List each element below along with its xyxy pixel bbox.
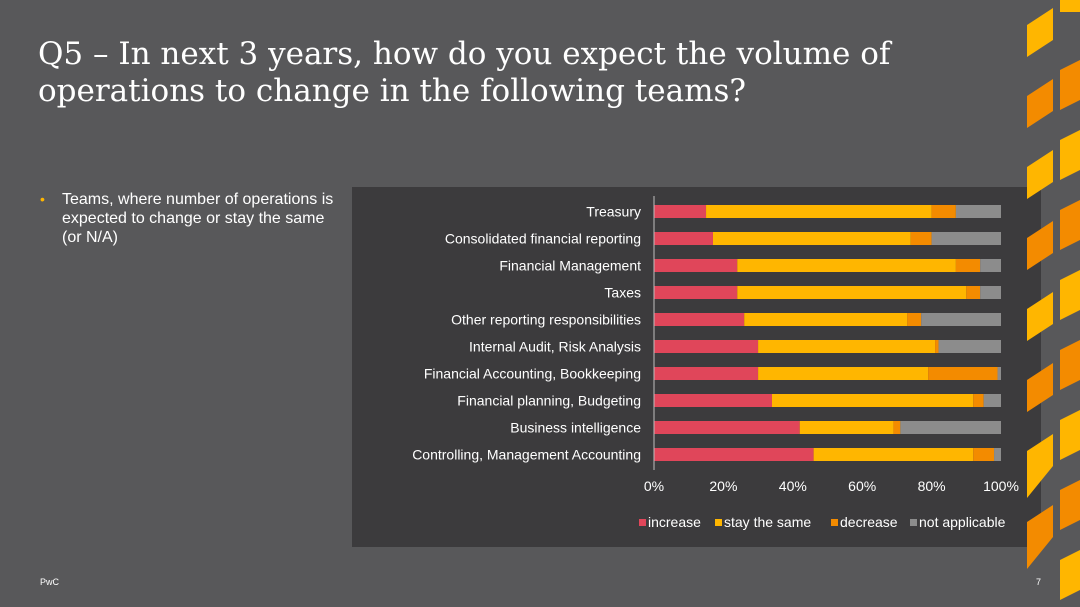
deco-tab-3 (1060, 130, 1080, 180)
deco-chevron-3 (1027, 150, 1053, 199)
deco-tab-5 (1060, 270, 1080, 320)
bar-segment (907, 313, 922, 326)
bar-segment (654, 421, 800, 434)
bar-segment (893, 421, 901, 434)
bar-segment (771, 394, 974, 407)
bar-segment (744, 313, 908, 326)
deco-chevron-8 (1027, 505, 1053, 569)
deco-tab-8 (1060, 480, 1080, 530)
bar-segment (654, 340, 759, 353)
bar-segment (758, 340, 936, 353)
bar-segment (654, 286, 738, 299)
bar-segment (973, 448, 995, 461)
category-label: Financial Accounting, Bookkeeping (424, 366, 641, 382)
bar-segment (980, 259, 1001, 272)
bar-segment (983, 394, 1001, 407)
bar-segment (935, 340, 939, 353)
x-tick-label: 0% (644, 478, 664, 494)
x-tick-label: 80% (918, 478, 946, 494)
bar-segment (654, 448, 814, 461)
x-tick-label: 40% (779, 478, 807, 494)
bar-segment (758, 367, 929, 380)
bar-segment (737, 286, 967, 299)
deco-chevron-1 (1027, 8, 1053, 57)
category-label: Controlling, Management Accounting (412, 447, 641, 463)
bar-segment (955, 259, 981, 272)
x-tick-label: 20% (709, 478, 737, 494)
bar-segment (973, 394, 984, 407)
deco-chevron-4 (1027, 221, 1053, 270)
category-label: Consolidated financial reporting (445, 231, 641, 247)
deco-chevron-2 (1027, 79, 1053, 128)
decorative-shapes (1027, 0, 1080, 600)
bar-segment (706, 205, 932, 218)
legend-label: stay the same (724, 514, 811, 530)
decorative-chevrons (1027, 0, 1080, 600)
bar-segment (928, 367, 998, 380)
bar-segment (997, 367, 1001, 380)
stacked-bar-chart: Treasury Consolidated financial reporting… (412, 196, 1019, 530)
bar-segment (931, 205, 956, 218)
deco-tab-7 (1060, 410, 1080, 460)
bar-segment (654, 259, 738, 272)
bar-segment (994, 448, 1001, 461)
footer-brand: PwC (40, 577, 60, 587)
bar-segment (813, 448, 974, 461)
category-label: Financial planning, Budgeting (457, 393, 641, 409)
deco-tab-4 (1060, 200, 1080, 250)
chart-panel: Treasury Consolidated financial reporting… (352, 187, 1041, 547)
deco-chevron-7 (1027, 434, 1053, 498)
legend-swatch (639, 519, 646, 526)
bar-segment (966, 286, 981, 299)
category-label: Financial Management (499, 258, 641, 274)
category-label: Treasury (586, 204, 641, 220)
bar-segment (938, 340, 1001, 353)
bar-segment (654, 394, 772, 407)
bar-segment (654, 313, 745, 326)
bar-segment (910, 232, 932, 245)
slide-title: Q5 – In next 3 years, how do you expect … (38, 36, 891, 109)
legend-swatch (715, 519, 722, 526)
category-label: Taxes (604, 285, 641, 301)
legend-label: increase (648, 514, 701, 530)
legend-swatch (831, 519, 838, 526)
category-label: Business intelligence (510, 420, 641, 436)
deco-tab-6 (1060, 340, 1080, 390)
x-tick-label: 60% (848, 478, 876, 494)
bar-segment (654, 367, 759, 380)
bar-segment (955, 205, 1001, 218)
bar-segment (931, 232, 1001, 245)
bar-segment (799, 421, 894, 434)
bullet-text: Teams, where number of operations is exp… (62, 191, 334, 246)
deco-tab-2 (1060, 60, 1080, 110)
legend-label: not applicable (919, 514, 1006, 530)
legend-label: decrease (840, 514, 898, 530)
bar-segment (900, 421, 1001, 434)
bar-segment (654, 232, 713, 245)
deco-chevron-5 (1027, 292, 1053, 341)
deco-tab-9 (1060, 550, 1080, 600)
deco-tab-1 (1060, 0, 1080, 12)
legend-swatch (910, 519, 917, 526)
bullet-item: • Teams, where number of operations is e… (40, 190, 340, 247)
bar-segment (980, 286, 1001, 299)
bar-segment (712, 232, 911, 245)
bar-segment (737, 259, 956, 272)
category-label: Internal Audit, Risk Analysis (469, 339, 641, 355)
category-label: Other reporting responsibilities (451, 312, 641, 328)
bullet-marker: • (40, 191, 45, 207)
bullet-list: • Teams, where number of operations is e… (40, 190, 340, 247)
bar-segment (654, 205, 707, 218)
x-tick-label: 100% (983, 478, 1019, 494)
bar-segment (921, 313, 1001, 326)
page-number: 7 (1035, 577, 1041, 587)
deco-chevron-6 (1027, 363, 1053, 412)
